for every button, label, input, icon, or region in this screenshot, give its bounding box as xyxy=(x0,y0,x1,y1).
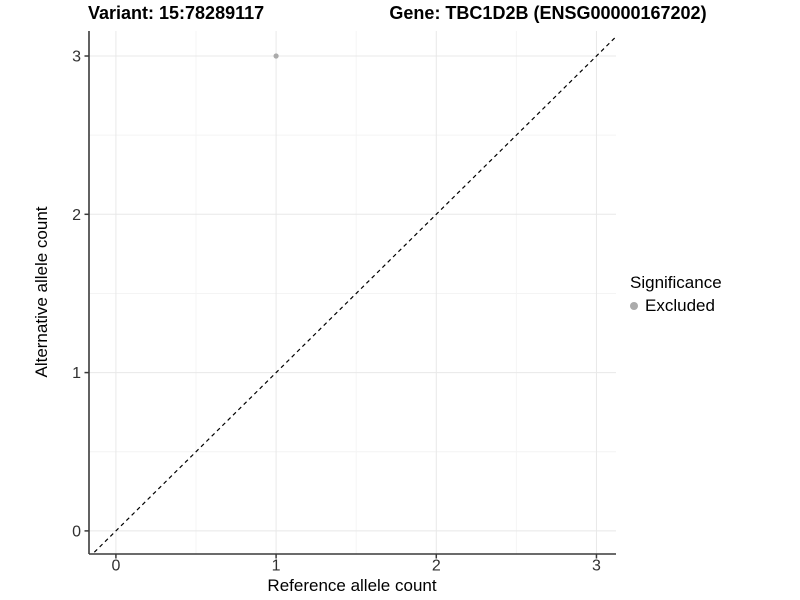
y-tick-label: 3 xyxy=(72,49,81,66)
data-point xyxy=(273,53,279,59)
legend-entry-label: Excluded xyxy=(645,296,715,315)
x-tick-label: 2 xyxy=(432,558,441,575)
variant-title: Variant: 15:78289117 xyxy=(88,3,265,23)
x-axis-title: Reference allele count xyxy=(267,576,437,595)
x-tick-label: 1 xyxy=(272,558,281,575)
excluded-point-icon xyxy=(630,302,638,310)
legend-entry-excluded: Excluded xyxy=(630,296,722,316)
y-axis-title: Alternative allele count xyxy=(32,206,51,378)
legend-title: Significance xyxy=(630,273,722,292)
x-tick-label: 0 xyxy=(111,558,120,575)
y-tick-label: 1 xyxy=(72,365,81,382)
gene-title: Gene: TBC1D2B (ENSG00000167202) xyxy=(389,3,707,23)
y-tick-label: 2 xyxy=(72,207,81,224)
x-tick-label: 3 xyxy=(592,558,601,575)
legend: Significance Excluded xyxy=(630,273,722,316)
y-tick-label: 0 xyxy=(72,523,81,540)
identity-line xyxy=(91,36,616,554)
